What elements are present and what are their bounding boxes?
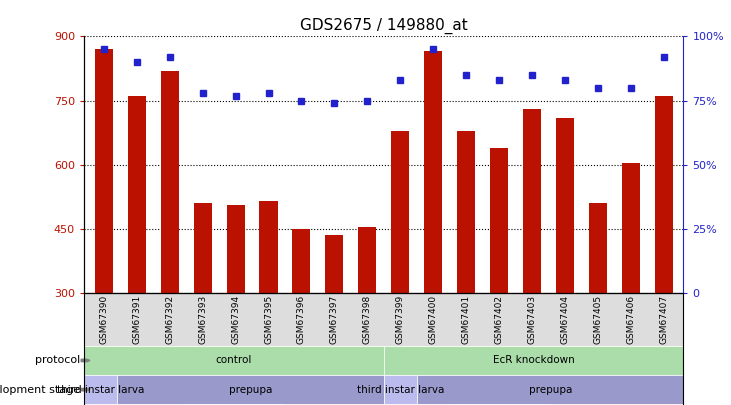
Bar [424, 51, 442, 293]
Bar [292, 229, 311, 293]
Bar [161, 71, 179, 293]
Text: control: control [216, 356, 252, 365]
Bar [622, 163, 640, 293]
Text: third instar larva: third instar larva [57, 385, 145, 394]
Text: development stage: development stage [0, 385, 80, 394]
Bar [194, 203, 212, 293]
Bar [457, 130, 475, 293]
Bar [358, 227, 376, 293]
Bar [95, 49, 113, 293]
Bar [128, 96, 145, 293]
Bar [556, 118, 574, 293]
Bar [490, 148, 508, 293]
Text: EcR knockdown: EcR knockdown [493, 356, 575, 365]
Bar [391, 130, 409, 293]
Title: GDS2675 / 149880_at: GDS2675 / 149880_at [300, 17, 468, 34]
Bar [227, 205, 245, 293]
Text: third instar larva: third instar larva [357, 385, 444, 394]
Bar [260, 201, 278, 293]
Bar [523, 109, 541, 293]
Bar [325, 235, 344, 293]
Bar [588, 203, 607, 293]
Text: protocol: protocol [35, 356, 80, 365]
Text: prepupa: prepupa [229, 385, 272, 394]
Text: prepupa: prepupa [529, 385, 572, 394]
Bar [655, 96, 673, 293]
